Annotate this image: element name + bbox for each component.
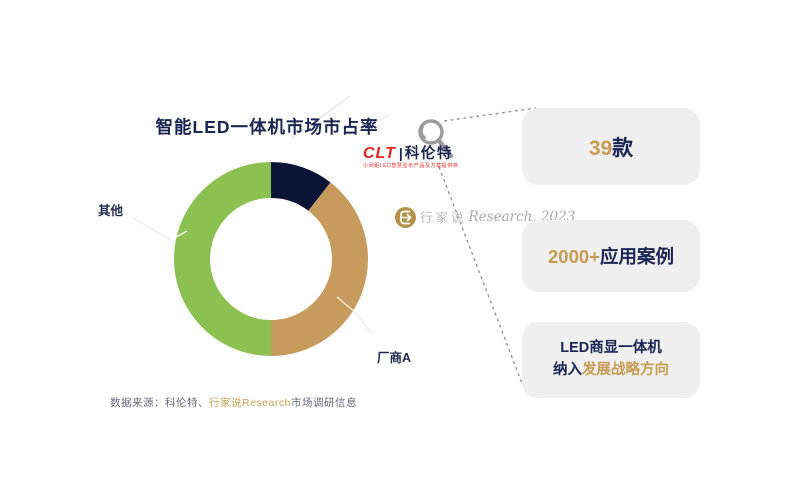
- slice-label-vendor-a: 厂商A: [377, 351, 412, 365]
- dashed-connector-lines: [438, 107, 537, 387]
- donut-segment-highlight: [271, 162, 331, 211]
- clt-logo-mark: CLT: [363, 145, 396, 162]
- callout-box-cases: 2000+应用案例: [522, 220, 700, 292]
- callout-box-strategy: LED商显一体机 纳入发展战略方向: [522, 322, 700, 398]
- slice-label-other: 其他: [98, 204, 124, 218]
- chat-bubble-icon: [395, 207, 416, 228]
- clt-logo: CLT | 科伦特 小间距LED智慧显示产品及方案提供商: [363, 146, 473, 169]
- cases-count: 2000+: [548, 246, 600, 267]
- callout-box-models-text: 39款: [588, 136, 634, 160]
- leader-lines: [132, 95, 390, 335]
- strategy-line2: 纳入发展战略方向: [553, 362, 669, 378]
- donut-chart: [174, 162, 369, 356]
- clt-logo-name: 科伦特: [404, 146, 453, 162]
- chart-title: 智能LED一体机市场市占率: [155, 117, 379, 137]
- data-source-note: 数据来源：科伦特、行家说Research市场调研信息: [110, 397, 357, 409]
- callout-box-cases-text: 2000+应用案例: [548, 246, 674, 267]
- strategy-line1: LED商显一体机: [560, 340, 662, 357]
- donut-segment-厂商A: [271, 182, 369, 356]
- clt-logo-tagline: 小间距LED智慧显示产品及方案提供商: [363, 163, 459, 169]
- search-icon: [418, 119, 454, 159]
- models-count: 39: [588, 136, 613, 160]
- donut-segment-其他: [174, 162, 271, 356]
- clt-logo-divider: |: [398, 145, 403, 161]
- watermark-brand: 行家说: [420, 211, 467, 225]
- callout-box-models: 39款: [522, 108, 700, 185]
